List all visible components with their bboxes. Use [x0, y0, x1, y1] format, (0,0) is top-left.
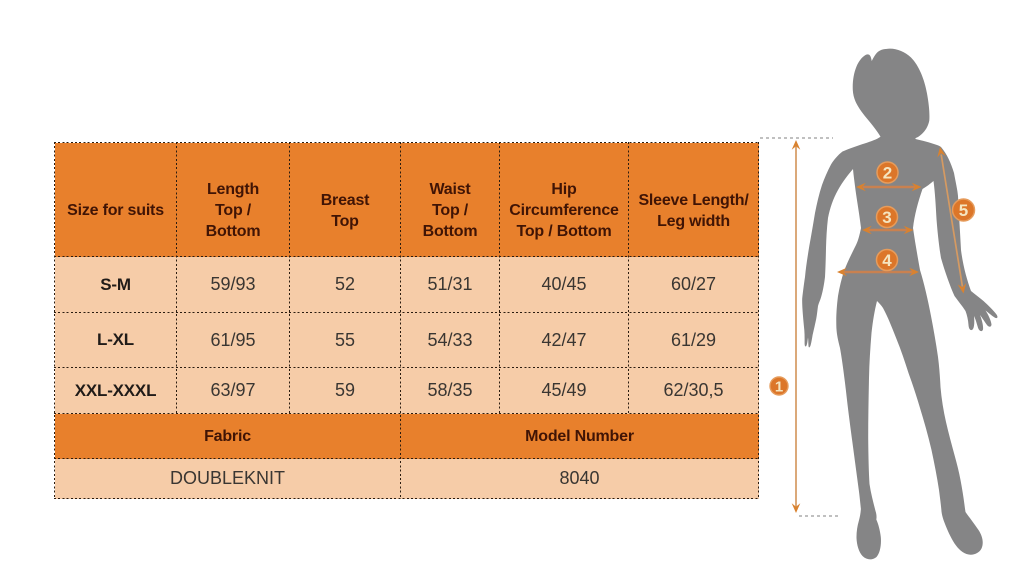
svg-text:5: 5 [959, 201, 968, 220]
svg-text:1: 1 [775, 379, 783, 396]
svg-text:3: 3 [882, 208, 891, 227]
svg-text:2: 2 [883, 164, 892, 183]
svg-text:4: 4 [882, 251, 892, 270]
